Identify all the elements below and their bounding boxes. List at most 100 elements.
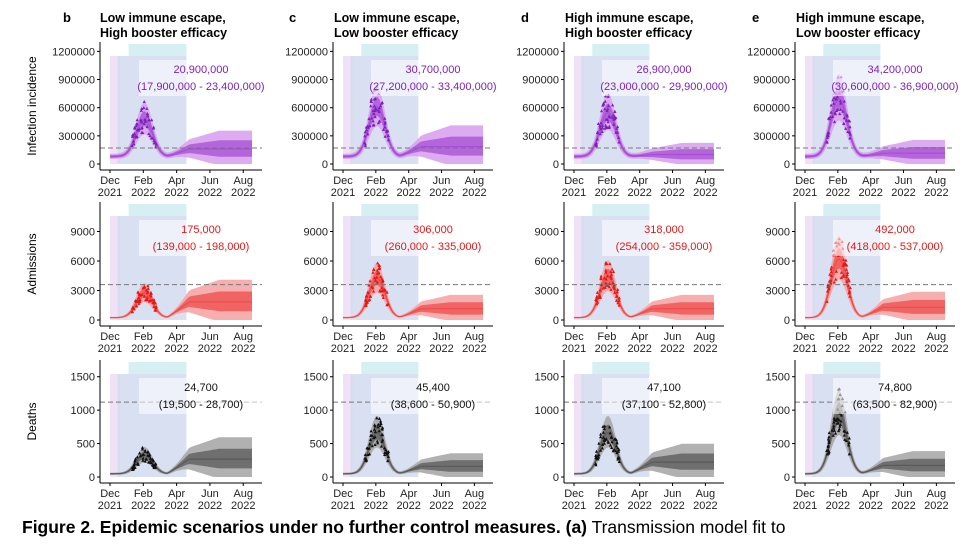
observed-point [825, 289, 830, 293]
observed-point [827, 439, 831, 443]
observed-point [832, 120, 837, 124]
observed-point [834, 277, 838, 281]
observed-point [606, 104, 611, 108]
x-tick-label-line: 2022 [429, 187, 453, 199]
observed-point [601, 126, 605, 130]
observed-point [383, 122, 387, 126]
observed-point [832, 101, 836, 105]
observed-point [614, 298, 619, 302]
total-value: 24,700 [184, 382, 218, 394]
observed-point [132, 463, 136, 467]
observed-point [144, 288, 148, 292]
shade-cyan [592, 362, 650, 374]
x-tick-label: Dec 2021 [562, 488, 586, 512]
x-tick-label: Jun 2022 [198, 331, 222, 355]
total-box [371, 378, 497, 414]
observed-point [140, 445, 145, 449]
x-tick-label: Dec 2021 [331, 331, 355, 355]
observed-point [137, 301, 141, 305]
total-ci: (17,900,000 - 23,400,000) [137, 81, 264, 93]
x-tick-label-line: Aug [465, 175, 485, 187]
observed-point [606, 120, 610, 124]
x-tick-label: Feb 2022 [131, 175, 155, 199]
observed-point [832, 428, 837, 432]
observed-point [377, 263, 381, 267]
y-tick-label: 300000 [291, 131, 328, 143]
observed-point [605, 274, 610, 278]
observed-point [143, 117, 147, 121]
observed-point [372, 436, 376, 440]
observed-point [373, 107, 378, 111]
observed-point [379, 419, 383, 423]
observed-point [141, 458, 145, 462]
observed-point [372, 111, 376, 115]
observed-point [154, 304, 158, 308]
observed-point [371, 109, 375, 113]
y-tick-label: 0 [784, 472, 790, 484]
observed-point [842, 121, 846, 125]
observed-point [145, 125, 149, 129]
x-tick-label-line: 2021 [331, 500, 355, 512]
observed-point [617, 140, 621, 144]
caption-label: (a) [565, 517, 588, 537]
x-tick-label-line: 2022 [131, 187, 155, 199]
observed-point [832, 424, 836, 428]
observed-point [601, 443, 605, 447]
observed-point [605, 262, 609, 266]
observed-point [151, 126, 155, 130]
total-ci: (23,000,000 - 29,900,000) [600, 81, 727, 93]
x-tick-label-line: Jun [664, 175, 682, 187]
x-tick-label-line: 2022 [693, 343, 717, 355]
observed-point [594, 141, 599, 145]
total-box [371, 220, 497, 256]
x-tick-label: Apr 2022 [858, 488, 882, 512]
observed-point [839, 101, 843, 105]
observed-point [607, 425, 612, 429]
observed-point [369, 433, 373, 437]
x-tick-label-line: Feb [134, 331, 153, 343]
observed-point [366, 124, 370, 128]
x-tick-label-line: 2021 [98, 187, 122, 199]
x-tick-label: Feb 2022 [364, 331, 388, 355]
observed-point [827, 435, 831, 439]
observed-point [835, 95, 839, 99]
y-tick-label: 9000 [766, 227, 790, 239]
total-box [371, 60, 497, 96]
x-tick-label-line: Jun [664, 331, 682, 343]
x-tick-label: Aug 2022 [924, 175, 948, 199]
observed-point [595, 454, 599, 458]
observed-point [842, 99, 846, 103]
observed-point [598, 132, 602, 136]
observed-point [385, 452, 389, 456]
total-box [139, 378, 265, 414]
observed-point [377, 271, 381, 275]
x-tick-label-line: 2022 [396, 343, 420, 355]
observed-point [603, 107, 607, 111]
observed-point [612, 286, 616, 290]
observed-point [138, 451, 142, 455]
x-tick-label: Jun 2022 [429, 488, 453, 512]
panel-title-c: Low immune escape, Low booster efficacy [334, 11, 460, 40]
observed-point [611, 269, 616, 273]
observed-point [598, 124, 602, 128]
shade-pink [343, 374, 353, 477]
observed-point [612, 115, 616, 119]
x-tick-label-line: Aug [927, 331, 947, 343]
observed-point [386, 138, 391, 142]
observed-point [370, 444, 374, 448]
observed-point [598, 288, 602, 292]
observed-point [847, 452, 851, 456]
panel-letter-c: c [289, 10, 296, 25]
figure-caption: Figure 2. Epidemic scenarios under no fu… [22, 515, 962, 539]
observed-point [601, 435, 605, 439]
x-tick-label-line: 2021 [98, 500, 122, 512]
observed-point [835, 421, 839, 425]
observed-point [363, 134, 367, 138]
x-tick-label-line: 2022 [164, 187, 188, 199]
observed-point [151, 459, 156, 463]
y-tick-label: 300000 [753, 131, 790, 143]
total-ci: (260,000 - 335,000) [385, 241, 482, 253]
